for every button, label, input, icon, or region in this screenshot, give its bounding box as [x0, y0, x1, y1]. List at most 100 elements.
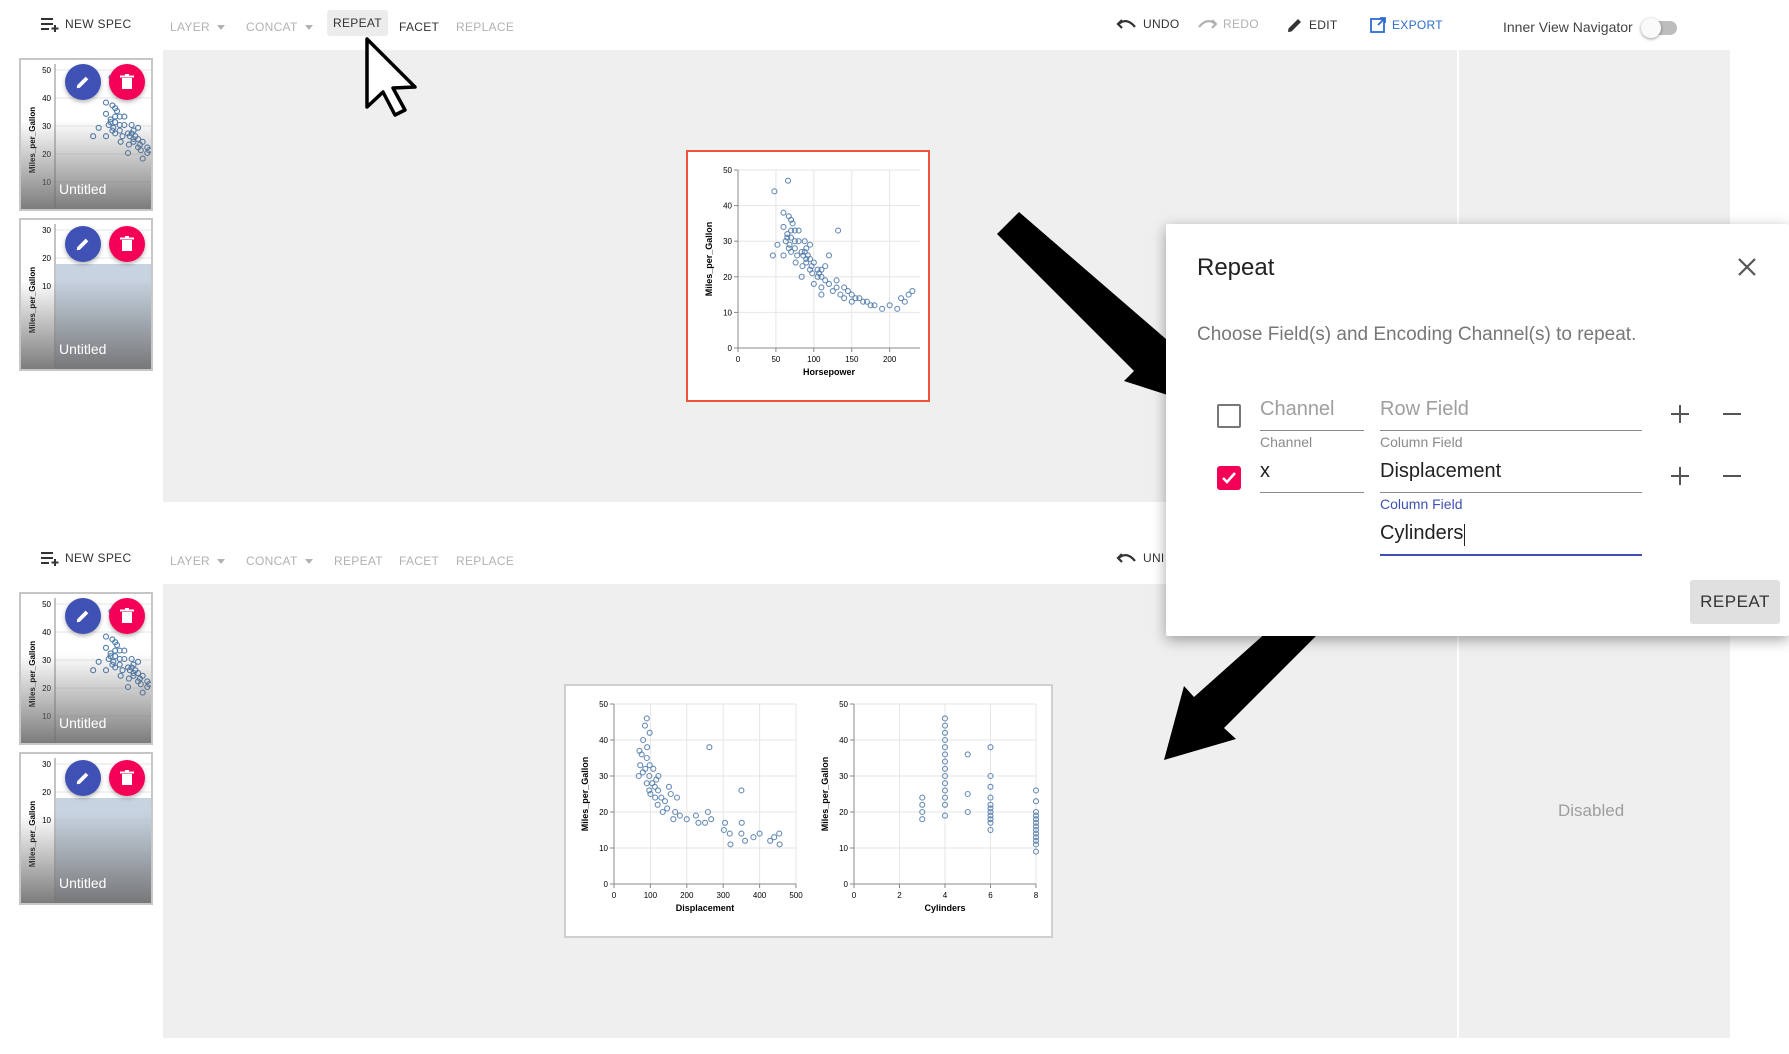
data-point [803, 259, 810, 266]
inner-view-navigator-toggle[interactable] [1641, 18, 1677, 38]
x-tick-label: 100 [807, 355, 821, 364]
data-point [818, 284, 825, 291]
channel-placeholder: Channel [1260, 398, 1335, 420]
remove-icon[interactable] [1721, 403, 1743, 425]
facet-button[interactable]: FACET [399, 554, 439, 568]
data-point [780, 209, 787, 216]
repeated-view[interactable]: 0 100 200 300 400 500 0 10 20 30 40 50 Displacement M… [564, 684, 1053, 938]
data-point [841, 295, 848, 302]
x-tick-label: 300 [717, 891, 731, 900]
add-icon[interactable] [1669, 465, 1691, 487]
edit-spec-fab[interactable] [65, 598, 101, 634]
data-point [659, 808, 666, 816]
data-point [818, 266, 825, 273]
replace-button[interactable]: REPLACE [456, 20, 514, 34]
row2-field-input[interactable]: Displacement [1380, 460, 1642, 493]
data-point [809, 270, 816, 277]
data-point [818, 273, 825, 280]
data-point [788, 248, 795, 255]
edit-spec-fab[interactable] [65, 760, 101, 796]
row2-checkbox[interactable] [1217, 466, 1241, 490]
bottom-side-panel [1459, 584, 1730, 1038]
delete-spec-fab[interactable] [109, 64, 145, 100]
inner-view-navigator-label: Inner View Navigator [1503, 19, 1633, 35]
data-point [941, 758, 949, 765]
pencil-icon [76, 772, 89, 785]
concat-menu[interactable]: CONCAT [246, 20, 313, 34]
facet-label: FACET [399, 554, 440, 568]
y-tick-label: 30 [42, 226, 51, 235]
data-point [794, 252, 801, 259]
undo-button[interactable]: UNDO [1116, 16, 1180, 32]
data-point [814, 273, 821, 280]
close-icon[interactable] [1736, 256, 1758, 278]
row1-checkbox[interactable] [1217, 404, 1241, 428]
data-point [651, 783, 658, 790]
x-axis-title: Displacement [676, 903, 735, 913]
x-tick-label: 150 [845, 355, 859, 364]
concat-menu[interactable]: CONCAT [246, 554, 313, 568]
y-tick-label: 0 [844, 880, 849, 889]
row1-field-input[interactable]: Row Field [1380, 398, 1642, 431]
cylinders-scatter: 0 2 4 6 8 0 10 20 30 40 50 Cylinders Miles_per_Gallo… [820, 700, 1040, 913]
undo-button[interactable]: UNI [1116, 550, 1165, 566]
redo-button[interactable]: REDO [1196, 16, 1259, 32]
row2-field2-input[interactable]: Cylinders [1380, 522, 1642, 556]
export-button[interactable]: EXPORT [1369, 16, 1443, 34]
edit-button[interactable]: EDIT [1286, 16, 1338, 34]
thumbnail-title: Untitled [59, 341, 107, 357]
data-point [941, 729, 949, 736]
remove-icon[interactable] [1721, 465, 1743, 487]
row2-channel-input[interactable]: x [1260, 460, 1364, 493]
data-point [987, 812, 994, 819]
playlist-add-icon [41, 18, 59, 32]
row1-channel-input[interactable]: Channel [1260, 398, 1364, 431]
data-point [646, 787, 653, 794]
data-point [833, 277, 840, 284]
thumbnail-2[interactable]: 302010Miles_per_Gallon Untitled [19, 218, 153, 371]
layer-label: LAYER [170, 554, 210, 568]
layer-menu[interactable]: LAYER [170, 554, 225, 568]
delete-spec-fab[interactable] [109, 598, 145, 634]
layer-menu[interactable]: LAYER [170, 20, 225, 34]
undo-label: UNI [1143, 551, 1165, 565]
repeat-button[interactable]: REPEAT [334, 554, 383, 568]
dialog-description: Choose Field(s) and Encoding Channel(s) … [1197, 324, 1637, 345]
data-point [837, 291, 844, 298]
y-tick-label: 50 [42, 600, 51, 609]
y-tick-label: 50 [42, 66, 51, 75]
data-point [987, 744, 994, 751]
data-point [919, 794, 926, 801]
data-point [658, 794, 665, 801]
repeat-submit-button[interactable]: REPEAT [1690, 580, 1780, 624]
new-spec-button[interactable]: NEW SPEC [40, 16, 131, 32]
data-point [652, 794, 659, 801]
data-point [704, 808, 711, 816]
facet-button[interactable]: FACET [399, 20, 439, 34]
export-label: EXPORT [1392, 18, 1443, 32]
data-point [782, 238, 789, 245]
data-point [654, 801, 661, 808]
pencil-icon [76, 238, 89, 251]
replace-button[interactable]: REPLACE [456, 554, 514, 568]
edit-spec-fab[interactable] [65, 64, 101, 100]
y-tick-label: 40 [723, 202, 732, 211]
selected-view[interactable]: 0 50 100 150 200 0 10 20 30 40 50 Horsepower Miles_p… [686, 150, 930, 402]
undo-icon [1116, 553, 1136, 563]
new-spec-button[interactable]: NEW SPEC [40, 550, 131, 566]
data-point [102, 110, 110, 117]
delete-spec-fab[interactable] [109, 226, 145, 262]
data-point [756, 830, 763, 837]
y-tick-label: 0 [604, 880, 609, 889]
data-point [810, 259, 817, 266]
add-icon[interactable] [1669, 403, 1691, 425]
data-point [835, 227, 842, 234]
x-tick-label: 50 [771, 355, 780, 364]
data-point [695, 819, 702, 826]
x-tick-label: 8 [1034, 891, 1039, 900]
delete-spec-fab[interactable] [109, 760, 145, 796]
x-tick-label: 0 [736, 355, 741, 364]
repeat-button[interactable]: REPEAT [327, 10, 388, 36]
edit-spec-fab[interactable] [65, 226, 101, 262]
data-point [987, 816, 994, 823]
